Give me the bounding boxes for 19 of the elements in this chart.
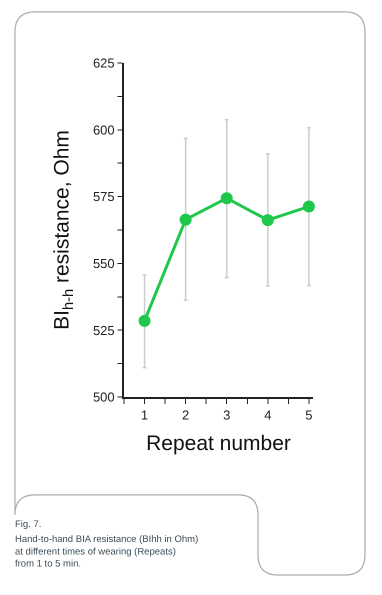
x-tick-label: 3 [223,407,230,422]
y-tick-label: 500 [92,390,115,405]
y-tick-label: 575 [92,189,115,204]
point [180,214,192,226]
text: Hand-to-hand BIA resistance (BIhh in Ohm) at different times of wearing (Repeats) from 1 to 5 min. [15,534,198,570]
y-tick-label: 625 [92,56,115,71]
x-axis-title: Repeat number [146,432,291,456]
point [138,314,151,327]
x-tick-label: 2 [182,407,190,422]
caption: Fig. 7. [15,519,42,530]
x-tick-label: 5 [305,407,313,422]
x-tick-label: 4 [264,407,272,422]
point [220,192,233,204]
point [262,214,274,226]
x-tick-label: 1 [140,407,148,422]
y-tick-label: 550 [92,256,115,271]
point [302,200,315,212]
y-tick-label: 525 [92,322,115,338]
y-tick-label: 600 [92,122,115,138]
